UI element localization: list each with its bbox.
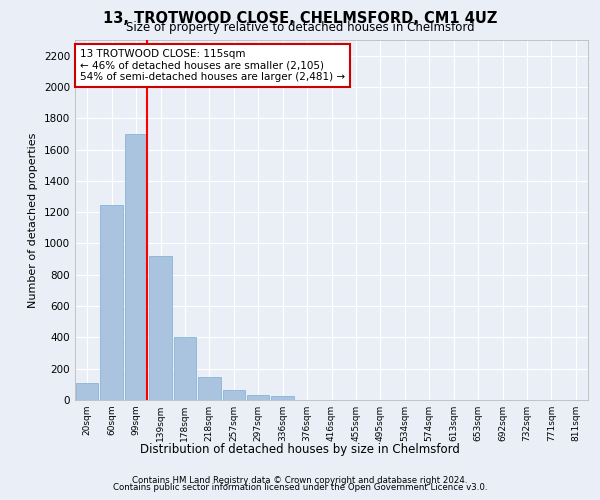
Text: Contains HM Land Registry data © Crown copyright and database right 2024.: Contains HM Land Registry data © Crown c… — [132, 476, 468, 485]
Bar — [223, 390, 245, 400]
Text: Contains public sector information licensed under the Open Government Licence v3: Contains public sector information licen… — [113, 483, 487, 492]
Bar — [198, 376, 221, 400]
Bar — [173, 338, 196, 400]
Bar — [247, 394, 269, 400]
Bar — [125, 134, 148, 400]
Bar — [149, 256, 172, 400]
Bar — [271, 396, 294, 400]
Bar — [100, 205, 123, 400]
Bar — [76, 383, 98, 400]
Text: Size of property relative to detached houses in Chelmsford: Size of property relative to detached ho… — [125, 21, 475, 34]
Text: 13 TROTWOOD CLOSE: 115sqm
← 46% of detached houses are smaller (2,105)
54% of se: 13 TROTWOOD CLOSE: 115sqm ← 46% of detac… — [80, 49, 345, 82]
Y-axis label: Number of detached properties: Number of detached properties — [28, 132, 38, 308]
Text: Distribution of detached houses by size in Chelmsford: Distribution of detached houses by size … — [140, 442, 460, 456]
Text: 13, TROTWOOD CLOSE, CHELMSFORD, CM1 4UZ: 13, TROTWOOD CLOSE, CHELMSFORD, CM1 4UZ — [103, 11, 497, 26]
